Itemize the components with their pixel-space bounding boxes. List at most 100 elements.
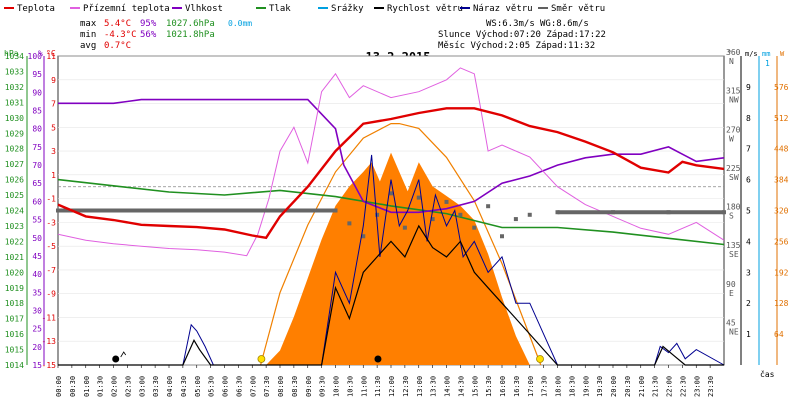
wind-direction-point [389,191,393,196]
hpa-tick: 1034 [5,52,24,61]
x-tick-label: 03:00 [138,376,146,397]
pct-tick: 50 [32,234,42,243]
wind-direction-point [500,234,504,239]
hpa-tick: 1033 [5,67,24,76]
dir-tick: NE [729,327,739,336]
wind-direction-point [361,234,366,239]
deg-tick: 225 [726,164,741,173]
ground-temp-line [57,67,725,257]
hpa-tick: 1018 [5,299,24,308]
deg-tick: 360 [726,48,741,57]
c-tick: -3 [46,218,56,227]
radiation-theoretical-curve [260,123,542,366]
stat-max-hum: 95% [140,19,157,29]
hpa-tick: 1022 [5,237,24,246]
c-tick: -11 [42,313,57,322]
deg-tick: 315 [726,87,741,96]
legend: Teplota Přízemní teplota Vlhkost Tlak Srážky… [4,4,605,14]
wind-direction-point [513,217,518,222]
hpa-tick: 1031 [5,98,24,107]
hpa-tick: 1032 [5,83,24,92]
w-tick: 448 [774,145,789,154]
wind-direction-point [486,204,491,209]
mm-unit-label: mm [762,50,770,58]
c-tick: -9 [46,290,56,299]
c-tick: -1 [46,195,56,204]
ms-tick: 6 [746,176,751,185]
x-tick-label: 21:00 [638,376,646,397]
wind-speed-line [58,224,724,366]
dir-tick: S [729,212,734,221]
pct-tick: 100 [28,52,43,61]
axes: hPa% °C1034103310321031103010291028102710… [4,48,789,397]
stat-wg: WG:8.6m/s [540,19,589,29]
hpa-tick: 1016 [5,330,24,339]
plot-content [56,55,726,366]
ms-tick: 1 [746,330,751,339]
x-tick-label: 12:30 [402,376,410,397]
stat-avg-temp: 0.7°C [104,41,131,51]
x-tick-label: 13:00 [416,376,424,397]
pct-tick: 40 [32,270,42,279]
c-tick: -7 [46,266,56,275]
hpa-tick: 1019 [5,284,24,293]
dir-tick: N [729,57,734,66]
legend-label: Tlak [269,4,291,14]
w-tick: 64 [774,330,784,339]
x-tick-label: 01:00 [83,376,91,397]
w-tick: 128 [774,299,789,308]
x-axis-label: čas [760,369,775,379]
x-tick-label: 04:00 [166,376,174,397]
x-tick-label: 19:00 [582,376,590,397]
c-tick: 11 [46,52,56,61]
deg-tick: 45 [726,318,736,327]
x-tick-label: 02:30 [124,376,132,397]
hpa-tick: 1029 [5,129,24,138]
stat-max-temp: 5.4°C [104,19,131,29]
moonrise-marker-icon [112,355,120,363]
hpa-tick: 1015 [5,346,24,355]
ms-tick: 8 [746,114,751,123]
hpa-tick: 1028 [5,145,24,154]
wind-direction-point [375,212,380,217]
x-tick-label: 15:30 [485,376,493,397]
w-tick: 256 [774,237,789,246]
x-tick-label: 15:00 [471,376,479,397]
deg-tick: 180 [726,203,741,212]
wind-direction-point [527,212,532,217]
x-tick-label: 08:00 [277,376,285,397]
deg-tick: 270 [726,125,741,134]
c-tick: 9 [51,76,56,85]
sunset-marker-icon [536,355,544,363]
c-tick: 3 [51,147,56,156]
w-tick: 320 [774,207,789,216]
x-tick-label: 09:30 [319,376,327,397]
pct-tick: 75 [32,143,42,152]
stat-avg-label: avg [80,41,96,51]
x-tick-label: 10:00 [333,376,341,397]
dir-tick: W [729,134,734,143]
stat-sun: Slunce Východ:07:20 Západ:17:22 [438,30,606,40]
x-tick-label: 05:00 [194,376,202,397]
hpa-unit-label: hPa [4,49,19,58]
hpa-tick: 1027 [5,160,24,169]
hpa-tick: 1020 [5,268,24,277]
deg-unit-label: ° [727,49,732,58]
x-tick-label: 13:30 [430,376,438,397]
hpa-tick: 1023 [5,222,24,231]
deg-tick: 135 [726,241,741,250]
moonrise-arrow-icon [120,351,127,358]
pct-tick: 95 [32,70,42,79]
pct-tick: 45 [32,252,42,261]
x-tick-label: 22:00 [666,376,674,397]
pct-tick: 90 [32,88,42,97]
pct-tick: 80 [32,125,42,134]
x-tick-label: 20:30 [624,376,632,397]
stat-min-temp: -4.3°C [104,30,137,40]
c-tick: -5 [46,242,56,251]
legend-label: Náraz větru [473,4,533,14]
pct-tick: 20 [32,343,42,352]
dir-tick: NW [729,96,739,105]
hpa-tick: 1025 [5,191,24,200]
